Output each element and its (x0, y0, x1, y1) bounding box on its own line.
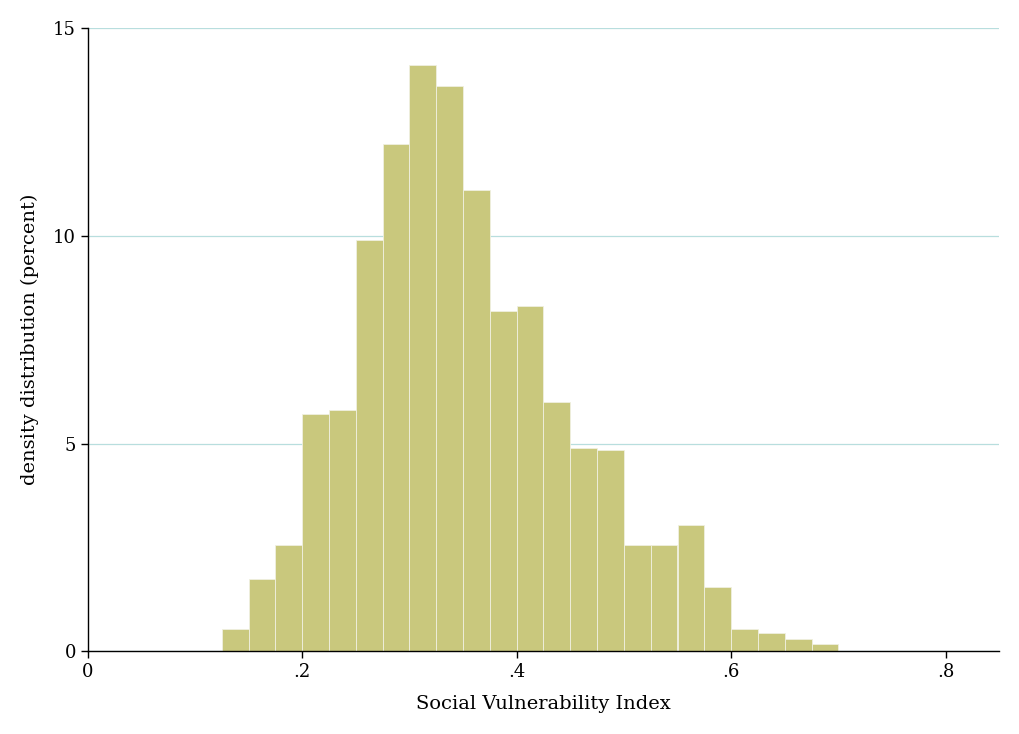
Bar (811, 644, 838, 652)
Bar (517, 306, 543, 652)
Bar (596, 450, 624, 652)
Bar (302, 415, 329, 652)
Bar (409, 65, 436, 652)
Bar (221, 628, 249, 652)
Y-axis label: density distribution (percent): density distribution (percent) (20, 194, 39, 485)
Bar (489, 310, 517, 652)
Bar (677, 525, 703, 652)
Bar (703, 587, 731, 652)
Bar (731, 628, 757, 652)
Bar (757, 633, 784, 652)
Bar (624, 545, 650, 652)
Bar (543, 402, 570, 652)
Bar (436, 86, 463, 652)
Bar (356, 240, 382, 652)
Bar (784, 639, 811, 652)
Bar (463, 190, 489, 652)
Bar (275, 545, 302, 652)
Bar (329, 410, 356, 652)
Bar (570, 448, 596, 652)
Bar (249, 578, 275, 652)
Bar (650, 545, 677, 652)
X-axis label: Social Vulnerability Index: Social Vulnerability Index (416, 695, 671, 713)
Bar (382, 145, 409, 652)
